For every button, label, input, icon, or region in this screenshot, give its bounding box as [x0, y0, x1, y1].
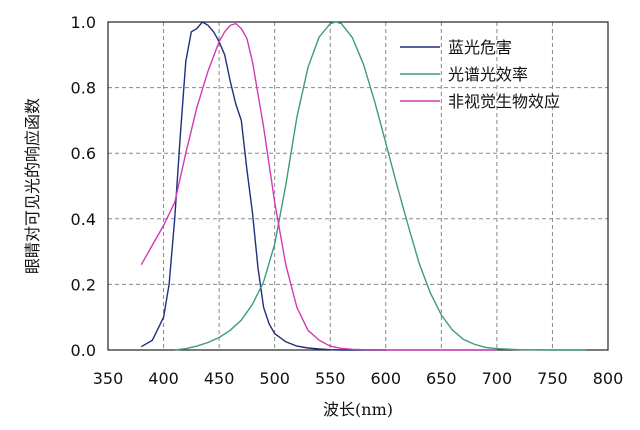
series-layer: [140, 21, 586, 351]
x-tick-label: 550: [315, 369, 346, 388]
x-tick-label: 800: [593, 369, 624, 388]
series-line-2: [174, 21, 586, 351]
y-tick-label: 0.4: [71, 210, 96, 229]
y-tick-label: 0.8: [71, 79, 96, 98]
x-axis-label: 波长(nm): [323, 400, 393, 419]
y-tick-labels: 0.0 0.2 0.4 0.6 0.8 1.0: [71, 13, 96, 360]
legend-label: 光谱光效率: [448, 65, 528, 84]
series-line-3: [140, 22, 497, 351]
legend-label: 蓝光危害: [448, 38, 512, 57]
x-tick-label: 350: [93, 369, 124, 388]
x-tick-label: 650: [426, 369, 457, 388]
plot-frame: [107, 21, 609, 351]
grid-lines: [108, 22, 608, 350]
x-tick-labels: 350 400 450 500 550 600 650 700 750 800: [93, 369, 624, 388]
x-tick-label: 600: [371, 369, 402, 388]
y-tick-label: 1.0: [71, 13, 96, 32]
x-tick-label: 400: [148, 369, 179, 388]
x-tick-label: 450: [204, 369, 235, 388]
y-axis-label: 眼睛对可见光的响应函数: [23, 98, 42, 274]
legend-label: 非视觉生物效应: [448, 92, 560, 111]
y-tick-label: 0.0: [71, 341, 96, 360]
series-line-1: [140, 21, 386, 351]
x-tick-label: 700: [482, 369, 513, 388]
y-tick-label: 0.2: [71, 275, 96, 294]
x-tick-label: 500: [259, 369, 290, 388]
x-tick-label: 750: [537, 369, 568, 388]
y-tick-label: 0.6: [71, 144, 96, 163]
